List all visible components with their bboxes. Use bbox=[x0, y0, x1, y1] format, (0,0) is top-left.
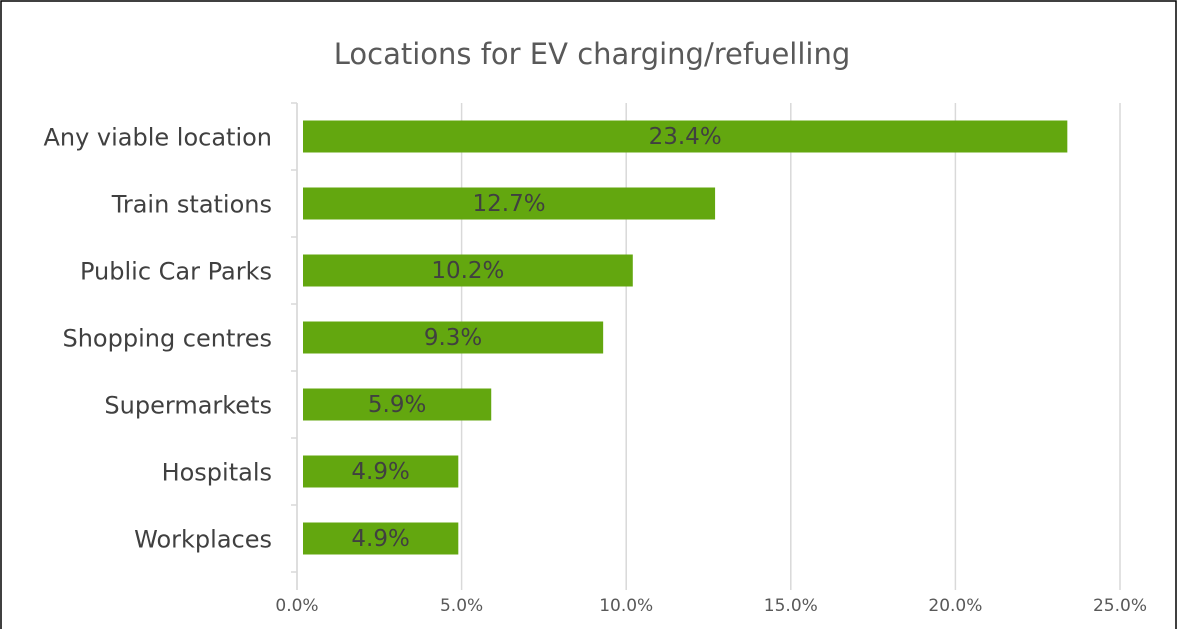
y-tick-label: Train stations bbox=[111, 191, 272, 219]
y-tick-label: Any viable location bbox=[43, 124, 272, 152]
chart-title: Locations for EV charging/refuelling bbox=[334, 37, 851, 71]
x-tick-label: 10.0% bbox=[599, 596, 653, 616]
bar bbox=[303, 254, 633, 287]
data-label: 9.3% bbox=[424, 325, 482, 351]
y-tick-label: Public Car Parks bbox=[80, 258, 272, 286]
y-tick-label: Shopping centres bbox=[62, 325, 272, 353]
bar bbox=[303, 522, 459, 555]
data-label: 12.7% bbox=[473, 191, 546, 217]
bar bbox=[303, 388, 492, 421]
y-tick-label: Workplaces bbox=[134, 526, 272, 554]
bar bbox=[303, 120, 1068, 153]
data-label: 4.9% bbox=[351, 459, 409, 485]
y-tick-label: Supermarkets bbox=[104, 392, 272, 420]
bar bbox=[303, 455, 459, 488]
x-tick-label: 0.0% bbox=[275, 596, 318, 616]
bar bbox=[303, 321, 604, 354]
x-tick-label: 20.0% bbox=[928, 596, 982, 616]
data-label: 5.9% bbox=[368, 392, 426, 418]
data-label: 23.4% bbox=[649, 124, 722, 150]
x-tick-label: 25.0% bbox=[1093, 596, 1147, 616]
bar bbox=[303, 187, 716, 220]
data-label: 4.9% bbox=[351, 526, 409, 552]
x-tick-label: 5.0% bbox=[440, 596, 483, 616]
x-tick-label: 15.0% bbox=[764, 596, 818, 616]
data-label: 10.2% bbox=[431, 258, 504, 284]
y-tick-label: Hospitals bbox=[162, 459, 272, 487]
